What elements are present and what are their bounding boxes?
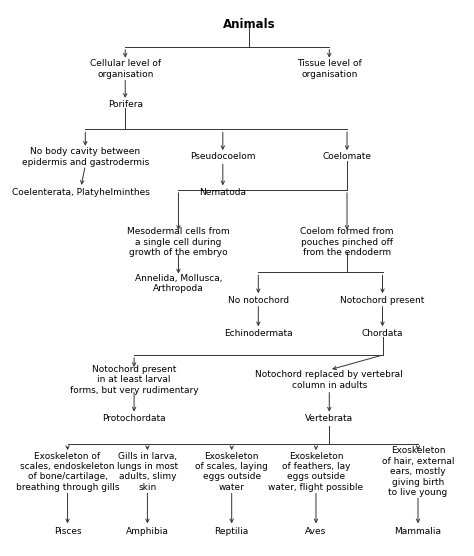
Text: Coelomate: Coelomate: [322, 152, 372, 161]
Text: Annelida, Mollusca,
Arthropoda: Annelida, Mollusca, Arthropoda: [135, 274, 222, 293]
Text: Exoskeleton
of feathers, lay
eggs outside
water, flight possible: Exoskeleton of feathers, lay eggs outsid…: [268, 451, 364, 492]
Text: Chordata: Chordata: [362, 329, 403, 337]
Text: Notochord present: Notochord present: [340, 296, 425, 305]
Text: Pisces: Pisces: [54, 527, 82, 535]
Text: Aves: Aves: [305, 527, 327, 535]
Text: Notochord present
in at least larval
forms, but very rudimentary: Notochord present in at least larval for…: [70, 365, 199, 395]
Text: Exoskeleton
of scales, laying
eggs outside
water: Exoskeleton of scales, laying eggs outsi…: [195, 451, 268, 492]
Text: Porifera: Porifera: [108, 100, 143, 109]
Text: Coelom formed from
pouches pinched off
from the endoderm: Coelom formed from pouches pinched off f…: [300, 227, 394, 257]
Text: Protochordata: Protochordata: [102, 414, 166, 423]
Text: Exoskeleton
of hair, external
ears, mostly
giving birth
to live young: Exoskeleton of hair, external ears, most…: [382, 446, 454, 497]
Text: Mesodermal cells from
a single cell during
growth of the embryo: Mesodermal cells from a single cell duri…: [127, 227, 230, 257]
Text: Pseudocoelom: Pseudocoelom: [190, 152, 255, 161]
Text: Mammalia: Mammalia: [394, 527, 441, 535]
Text: Echinodermata: Echinodermata: [224, 329, 292, 337]
Text: Exoskeleton of
scales, endoskeleton
of bone/cartilage,
breathing through gills: Exoskeleton of scales, endoskeleton of b…: [16, 451, 119, 492]
Text: Gills in larva,
lungs in most
adults, slimy
skin: Gills in larva, lungs in most adults, sl…: [117, 451, 178, 492]
Text: Vertebrata: Vertebrata: [305, 414, 353, 423]
Text: Notochord replaced by vertebral
column in adults: Notochord replaced by vertebral column i…: [255, 370, 403, 390]
Text: Reptilia: Reptilia: [215, 527, 249, 535]
Text: Coelenterata, Platyhelminthes: Coelenterata, Platyhelminthes: [12, 188, 150, 197]
Text: Amphibia: Amphibia: [126, 527, 169, 535]
Text: No body cavity between
epidermis and gastrodermis: No body cavity between epidermis and gas…: [22, 147, 149, 167]
Text: Cellular level of
organisation: Cellular level of organisation: [90, 59, 161, 78]
Text: Nematoda: Nematoda: [199, 188, 246, 197]
Text: Animals: Animals: [223, 18, 276, 31]
Text: Tissue level of
organisation: Tissue level of organisation: [297, 59, 362, 78]
Text: No notochord: No notochord: [228, 296, 289, 305]
